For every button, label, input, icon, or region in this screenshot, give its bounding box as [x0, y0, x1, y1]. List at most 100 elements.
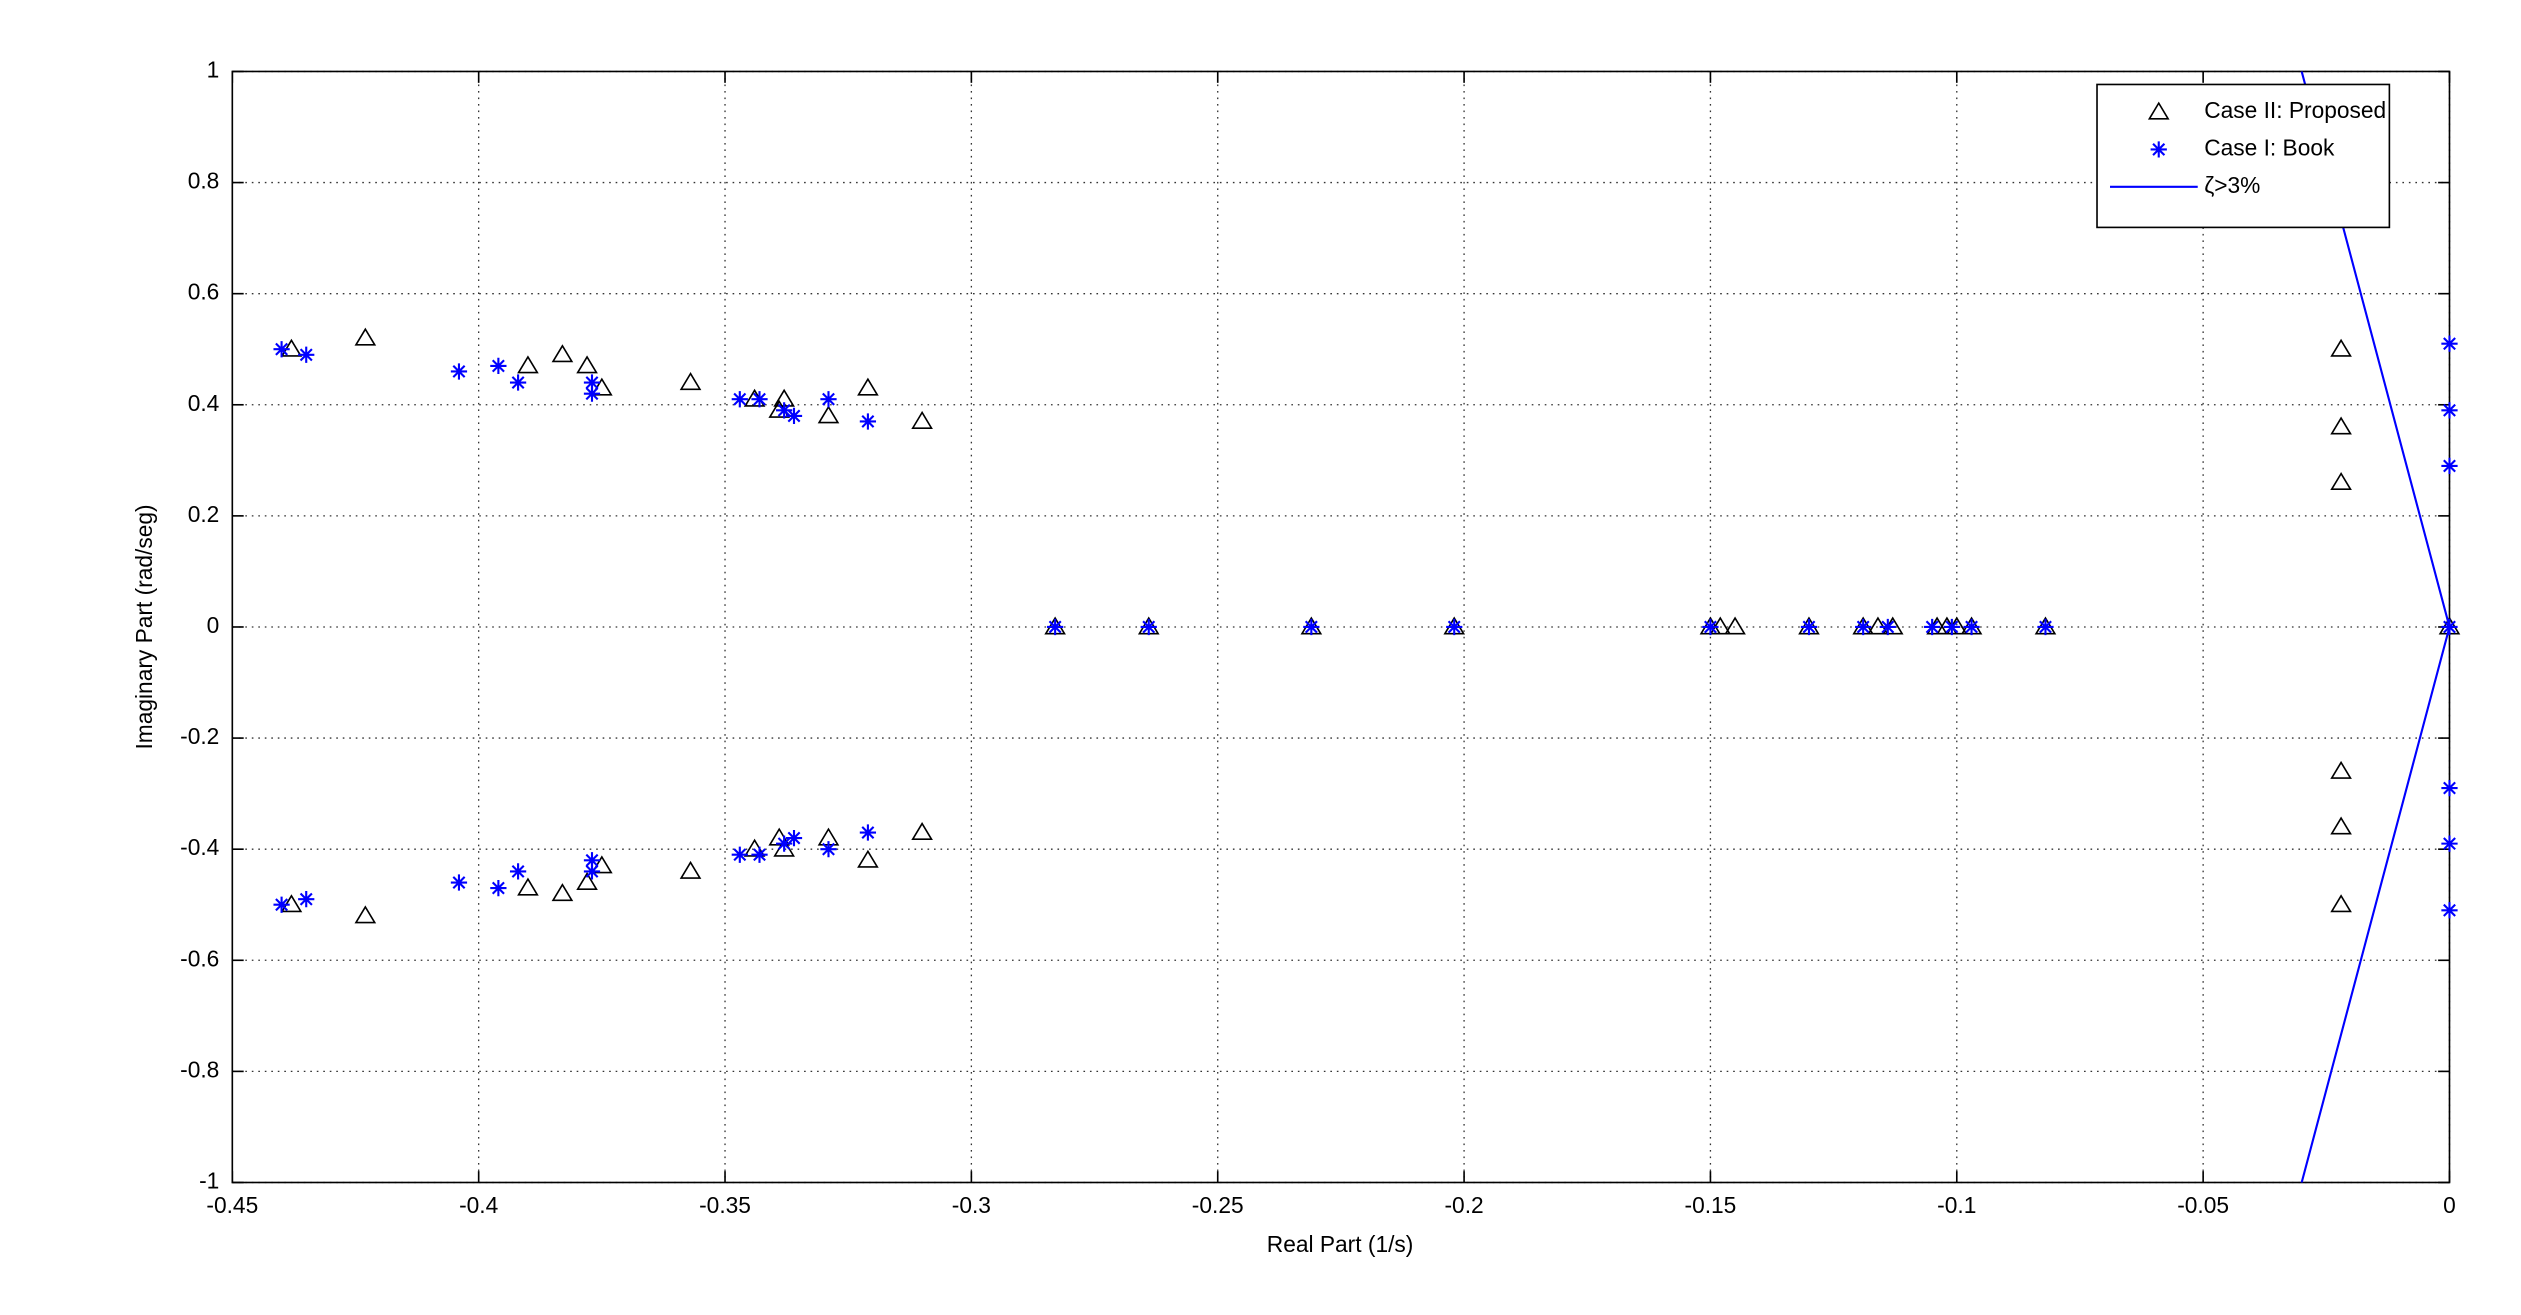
point: [857, 849, 879, 868]
y-tick-label: 0.2: [188, 501, 220, 527]
x-tick-label: -0.05: [2177, 1192, 2229, 1218]
point: [1047, 618, 1064, 636]
point: [2330, 416, 2352, 435]
point: [859, 824, 877, 841]
point: [1709, 616, 1732, 635]
point: [583, 863, 601, 880]
point: [583, 385, 601, 402]
point: [1303, 618, 1320, 636]
legend-symbol: [2150, 141, 2167, 158]
y-tick-label: 0.6: [188, 279, 220, 305]
point: [583, 374, 601, 391]
point: [2441, 457, 2458, 475]
point: [490, 879, 507, 897]
point: [2441, 779, 2458, 797]
point: [576, 872, 598, 891]
point: [273, 896, 290, 913]
x-tick-label: -0.2: [1444, 1192, 1483, 1218]
point: [679, 372, 702, 391]
point: [2330, 760, 2352, 779]
point: [354, 327, 377, 346]
y-tick-label: 0.4: [188, 390, 220, 416]
x-tick-label: -0.4: [459, 1192, 498, 1218]
x-tick-label: -0.45: [206, 1192, 258, 1218]
point: [776, 402, 793, 419]
legend-label: Case II: Proposed: [2204, 97, 2386, 123]
y-tick-label: 0.8: [188, 168, 220, 194]
line: [2300, 71, 2450, 1183]
point: [731, 846, 748, 863]
point: [1800, 618, 1818, 636]
point: [2330, 472, 2352, 491]
point: [280, 894, 303, 913]
point: [820, 391, 837, 408]
legend-label: ζ>3%: [2204, 172, 2260, 198]
y-tick-label: -0.6: [180, 945, 219, 971]
point: [911, 410, 933, 429]
y-tick-label: -0.8: [180, 1056, 219, 1082]
y-tick-label: -1: [199, 1167, 219, 1193]
point: [785, 407, 803, 425]
point: [280, 338, 303, 357]
point: [820, 841, 837, 858]
point: [859, 413, 877, 430]
y-tick-label: 1: [207, 56, 220, 82]
x-tick-label: -0.3: [952, 1192, 991, 1218]
point: [517, 355, 539, 374]
point: [509, 374, 527, 391]
point: [576, 355, 598, 374]
legend-box: [2096, 83, 2391, 229]
point: [857, 377, 879, 396]
y-tick-label: -0.4: [180, 834, 219, 860]
point: [450, 363, 468, 380]
point: [2330, 338, 2352, 357]
legend-symbol: [2147, 101, 2170, 120]
x-axis-label: Real Part (1/s): [1267, 1231, 1414, 1257]
point: [490, 357, 507, 375]
x-tick-label: -0.15: [1685, 1192, 1737, 1218]
x-tick-label: -0.25: [1192, 1192, 1244, 1218]
point: [679, 860, 702, 879]
point: [1446, 618, 1463, 636]
point: [2441, 335, 2458, 352]
point: [785, 829, 803, 847]
point: [1943, 618, 1960, 636]
point: [1924, 618, 1941, 636]
point: [551, 344, 574, 363]
x-tick-label: 0: [2443, 1192, 2456, 1218]
point: [2441, 402, 2458, 419]
point: [1963, 618, 1980, 636]
point: [450, 874, 468, 891]
point: [817, 405, 840, 424]
point: [776, 835, 793, 852]
point: [2330, 816, 2352, 835]
point: [1724, 616, 1746, 635]
point: [2037, 618, 2054, 636]
point: [509, 863, 527, 880]
y-tick-label: -0.2: [180, 723, 219, 749]
point: [354, 905, 377, 924]
point: [517, 877, 539, 896]
point: [298, 346, 315, 363]
x-tick-label: -0.1: [1937, 1192, 1976, 1218]
point: [731, 391, 748, 408]
x-tick-label: -0.35: [699, 1192, 751, 1218]
point: [1702, 618, 1719, 636]
point: [273, 341, 290, 358]
point: [751, 391, 768, 408]
y-tick-label: 0: [207, 612, 220, 638]
point: [2441, 902, 2458, 919]
point: [583, 852, 601, 869]
y-axis-label: Imaginary Part (rad/seg): [131, 504, 157, 749]
legend-label: Case I: Book: [2204, 134, 2335, 160]
point: [751, 846, 768, 863]
point: [2330, 894, 2352, 913]
point: [911, 822, 933, 841]
point: [1855, 618, 1872, 636]
point: [551, 883, 574, 902]
point: [1140, 618, 1157, 636]
point: [1879, 618, 1896, 636]
point: [1867, 616, 1889, 635]
